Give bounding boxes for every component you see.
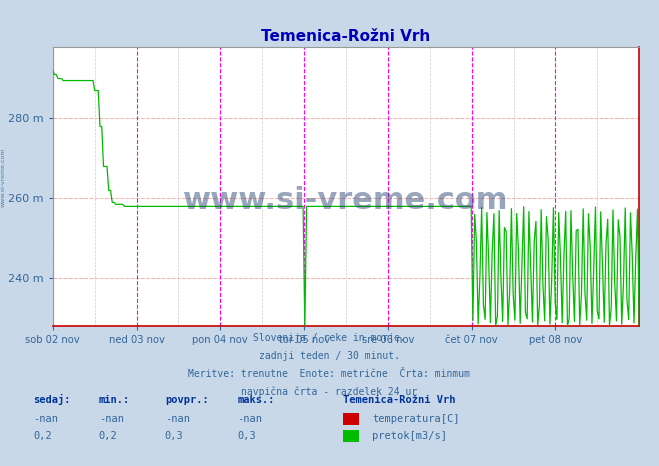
Text: sedaj:: sedaj: <box>33 394 71 405</box>
Text: -nan: -nan <box>165 414 190 424</box>
Text: www.si-vreme.com: www.si-vreme.com <box>1 147 6 207</box>
Text: navpična črta - razdelek 24 ur: navpična črta - razdelek 24 ur <box>241 386 418 397</box>
Text: temperatura[C]: temperatura[C] <box>372 414 460 424</box>
Text: Temenica-Rožni Vrh: Temenica-Rožni Vrh <box>343 395 455 405</box>
Text: 0,2: 0,2 <box>33 431 51 441</box>
Text: zadnji teden / 30 minut.: zadnji teden / 30 minut. <box>259 351 400 361</box>
Text: -nan: -nan <box>33 414 58 424</box>
Text: www.si-vreme.com: www.si-vreme.com <box>183 186 509 215</box>
Text: maks.:: maks.: <box>237 395 275 405</box>
Text: -nan: -nan <box>99 414 124 424</box>
Text: 0,2: 0,2 <box>99 431 117 441</box>
Text: pretok[m3/s]: pretok[m3/s] <box>372 431 447 441</box>
Text: 0,3: 0,3 <box>237 431 256 441</box>
Text: min.:: min.: <box>99 395 130 405</box>
Text: 0,3: 0,3 <box>165 431 183 441</box>
Title: Temenica-Rožni Vrh: Temenica-Rožni Vrh <box>262 29 430 44</box>
Text: Meritve: trenutne  Enote: metrične  Črta: minmum: Meritve: trenutne Enote: metrične Črta: … <box>188 369 471 378</box>
Text: Slovenija / reke in morje.: Slovenija / reke in morje. <box>253 333 406 343</box>
Text: -nan: -nan <box>237 414 262 424</box>
Text: povpr.:: povpr.: <box>165 395 208 405</box>
